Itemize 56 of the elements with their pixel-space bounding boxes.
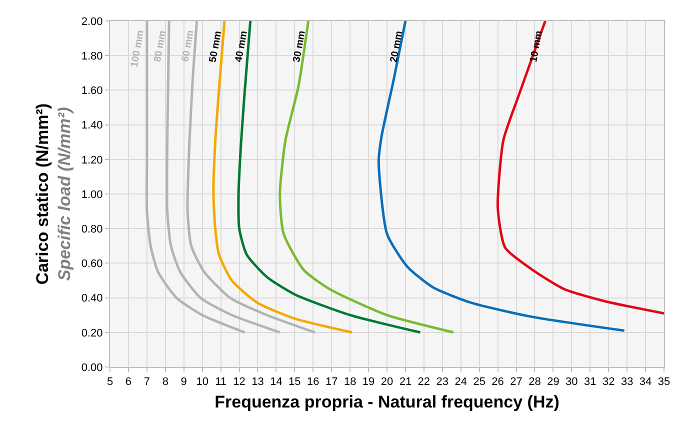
text: 40 mm <box>234 30 250 64</box>
y-tick-label: 1.80 <box>81 50 103 62</box>
x-tick-label: 24 <box>454 376 467 388</box>
y-axis-title: Carico statico (N/mm²) Specific load (N/mm²) <box>32 103 74 285</box>
x-tick-label: 22 <box>418 376 430 388</box>
x-tick-label: 25 <box>473 376 486 388</box>
text: 100 mm <box>129 29 147 68</box>
x-tick-label: 9 <box>180 376 187 388</box>
x-tick-label: 33 <box>620 376 634 388</box>
x-tick-label: 28 <box>528 376 541 388</box>
text: 30 mm <box>292 30 308 64</box>
y-tick-label: 0.00 <box>81 362 103 374</box>
x-tick-label: 21 <box>399 376 412 388</box>
text: 10 mm <box>528 30 545 64</box>
y-tick-label: 1.00 <box>81 188 103 201</box>
x-tick-label: 7 <box>144 376 150 388</box>
x-tick-label: 10 <box>196 376 208 388</box>
x-tick-label: 13 <box>252 376 264 388</box>
x-tick-label: 26 <box>492 376 504 388</box>
x-tick-label: 34 <box>639 376 652 388</box>
x-tick-label: 16 <box>307 376 320 388</box>
x-tick-label: 5 <box>106 376 114 388</box>
x-tick-label: 29 <box>547 376 560 388</box>
x-tick-label: 8 <box>162 376 168 388</box>
text: 20 mm <box>388 30 406 64</box>
x-tick-label: 18 <box>344 376 356 388</box>
x-tick-label: 19 <box>362 376 375 388</box>
x-axis-title: Frequenza propria - Natural frequency (Hz) <box>214 392 560 412</box>
x-tick-label: 14 <box>270 376 282 388</box>
line-series <box>377 21 626 332</box>
x-tick-label: 6 <box>125 376 132 388</box>
x-tick-label: 31 <box>584 376 596 388</box>
y-tick-label: 0.80 <box>81 223 103 236</box>
x-tick-label: 20 <box>380 376 394 388</box>
y-tick-label: 0.40 <box>81 292 103 305</box>
line-series <box>496 21 664 315</box>
line-series <box>278 21 455 334</box>
x-tick-label: 15 <box>288 376 301 388</box>
y-tick-label: 1.60 <box>81 85 103 98</box>
x-tick-label: 32 <box>602 376 615 388</box>
y-tick-label: 2.00 <box>81 16 103 28</box>
y-tick-label: 1.20 <box>81 154 103 166</box>
x-tick-label: 11 <box>215 376 227 388</box>
x-tick-label: 12 <box>233 376 246 388</box>
x-tick-label: 17 <box>325 376 338 388</box>
line-series <box>237 21 422 334</box>
y-tick-label: 0.60 <box>81 258 103 270</box>
x-tick-label: 27 <box>510 376 522 388</box>
text: 60 mm <box>180 29 196 63</box>
y-tick-label: 1.40 <box>81 120 103 132</box>
y-tick-label: 0.20 <box>81 327 103 340</box>
x-tick-label: 23 <box>436 376 449 388</box>
text: 80 mm <box>152 30 169 63</box>
x-tick-label: 35 <box>658 376 670 388</box>
x-tick-label: 30 <box>566 376 578 388</box>
text: 50 mm <box>208 30 224 64</box>
